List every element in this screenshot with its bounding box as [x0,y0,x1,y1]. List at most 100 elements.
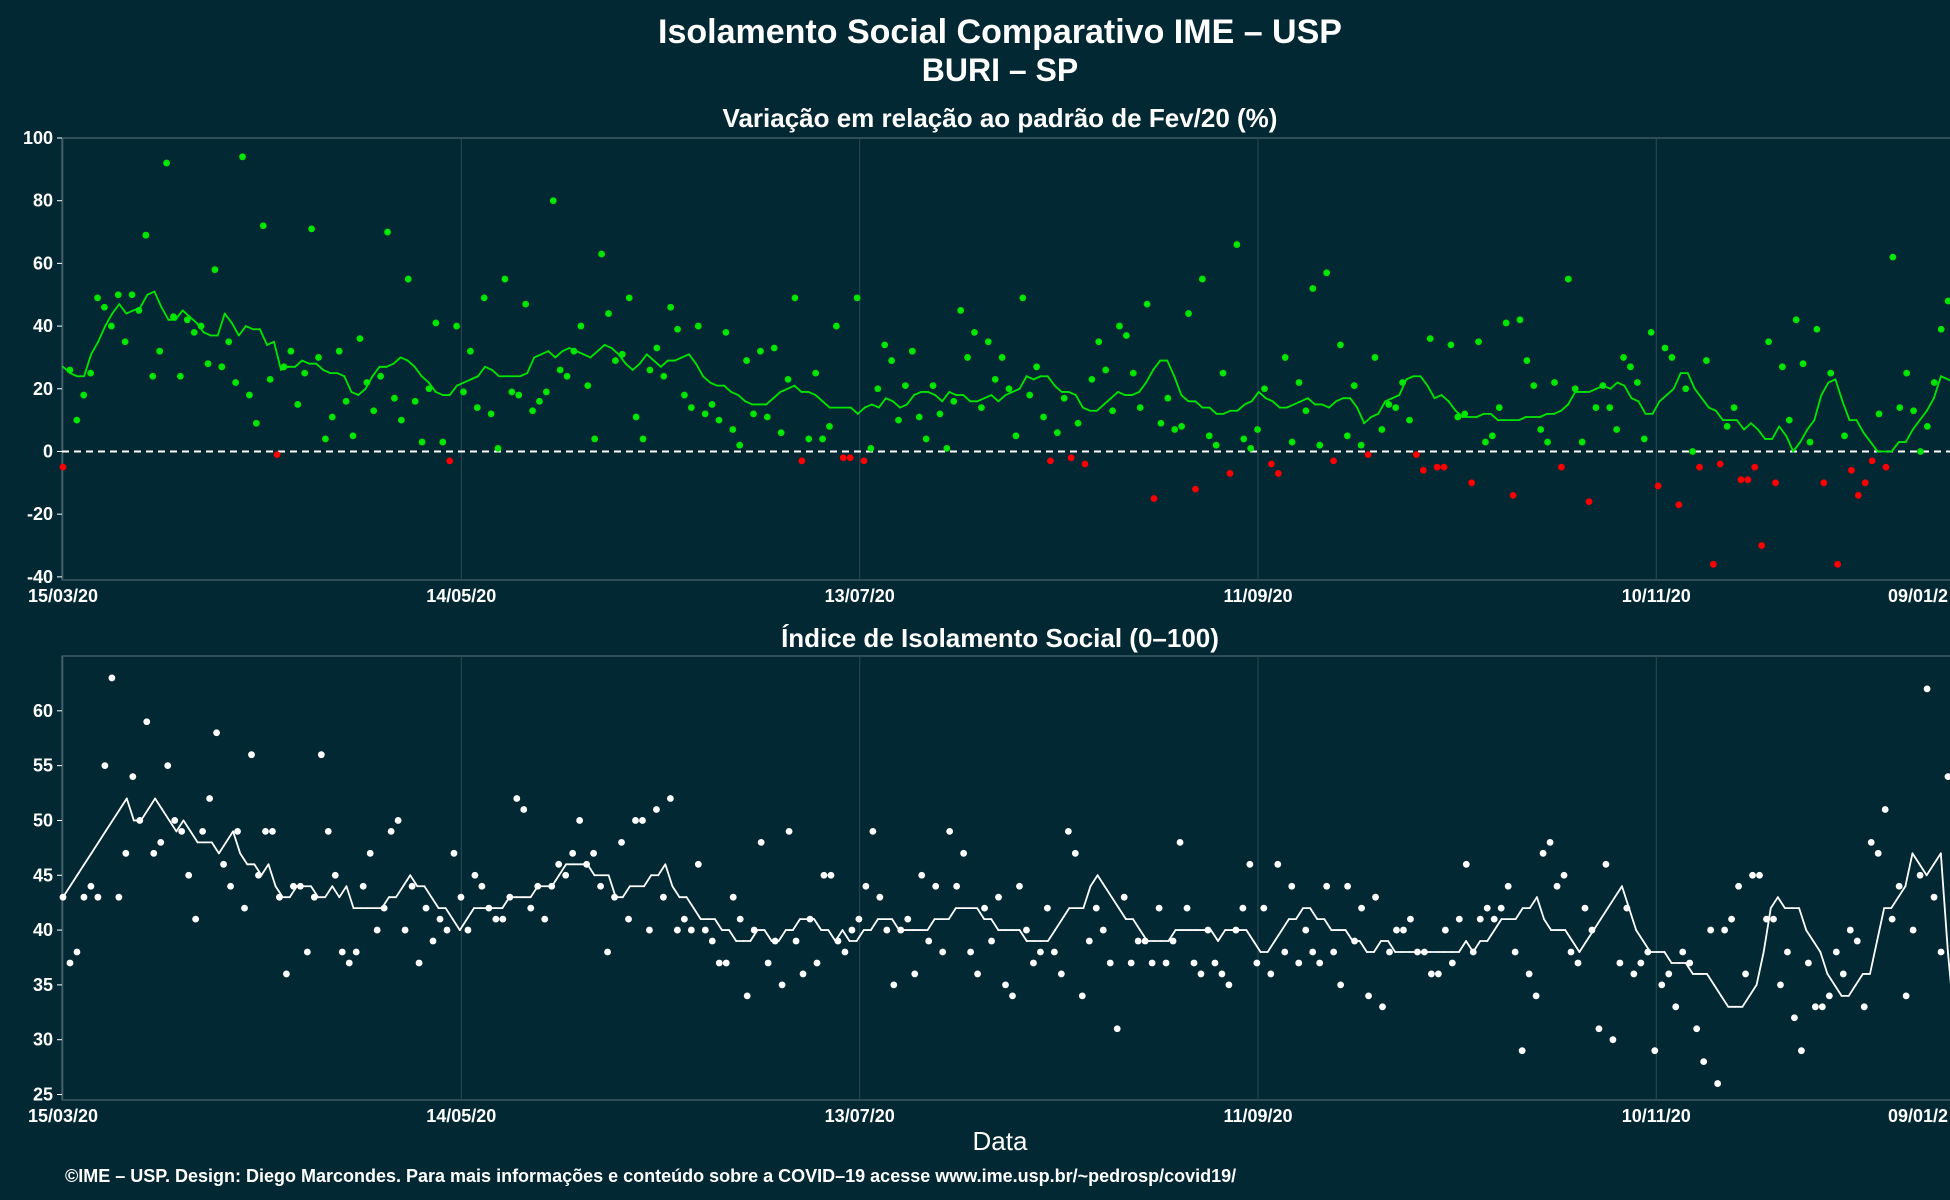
index-moving-average-segment [990,918,1000,931]
index-data-point [122,849,130,857]
variation-moving-average-segment [1152,359,1162,371]
variation-data-point [832,322,840,330]
index-moving-average-segment [1514,907,1524,921]
variation-data-point [239,153,246,161]
variation-data-point [1012,432,1020,440]
variation-data-point [425,385,433,393]
variation-data-point [750,410,757,418]
variation-moving-average-segment [455,381,465,387]
variation-data-point [1592,404,1600,411]
variation-data-point [1620,354,1627,361]
index-data-point [478,882,486,890]
index-data-point [953,882,961,890]
index-data-point [352,948,360,956]
index-data-point [415,959,423,967]
variation-moving-average-segment [645,353,655,362]
index-data-point [136,817,144,824]
variation-data-point [1910,407,1917,415]
variation-data-point [1088,375,1096,383]
index-data-point [1483,904,1491,912]
index-data-point [1567,948,1575,956]
variation-data-point [1233,241,1241,248]
variation-data-point [94,294,101,302]
index-x-tick-label: 09/01/2 [1888,1106,1948,1126]
index-data-point [869,828,877,835]
index-moving-average-segment [1663,951,1673,964]
variation-x-tick-label: 09/01/2 [1888,586,1948,606]
variation-data-point [653,344,661,352]
variation-moving-average-segment [1904,428,1914,443]
index-data-point [1770,915,1777,923]
variation-data-point [1198,275,1206,283]
variation-data-point [87,369,95,377]
index-moving-average-segment [1387,940,1397,953]
variation-data-point [777,429,785,437]
index-moving-average-segment [827,929,837,942]
x-axis-label: Data [973,1126,1028,1156]
variation-data-point [1744,476,1752,484]
variation-moving-average-segment [1560,403,1570,412]
index-moving-average-segment [1536,896,1545,921]
index-data-point [464,926,472,934]
index-moving-average-segment [1635,929,1645,942]
index-data-point [541,915,549,923]
variation-moving-average-segment [1489,412,1499,422]
index-moving-average-segment [664,863,674,888]
variation-moving-average-segment [1567,391,1577,406]
index-moving-average-segment [1741,994,1751,1008]
variation-data-point [922,435,930,443]
index-data-point [269,828,276,835]
variation-data-point [1765,338,1772,346]
chart-title-line1: Isolamento Social Comparativo IME – USP [658,13,1342,51]
variation-moving-average-segment [223,312,233,324]
variation-moving-average-segment [1757,428,1766,440]
variation-data-point [432,319,440,327]
variation-data-point [487,410,495,418]
variation-moving-average-segment [1328,400,1337,409]
variation-data-point [1917,448,1924,455]
variation-data-point [391,394,398,402]
index-data-point [1141,937,1149,945]
index-data-point [429,937,437,945]
index-y-tick-label: 30 [33,1030,53,1050]
variation-moving-average-segment [927,391,937,396]
index-data-point [87,882,95,890]
variation-data-point [660,372,668,380]
variation-moving-average-segment [1285,403,1295,409]
index-data-point [457,893,465,901]
variation-data-point [1005,385,1013,393]
variation-data-point [1171,426,1179,433]
variation-data-point [1254,426,1261,433]
variation-moving-average-segment [1180,394,1190,403]
index-data-point [1811,1003,1819,1011]
variation-moving-average-segment [1173,375,1183,396]
index-data-point [820,871,828,879]
index-moving-average-segment [338,885,348,899]
variation-moving-average-segment [695,362,704,378]
variation-data-point [1274,470,1282,477]
index-data-point [827,871,835,879]
index-data-point [1037,948,1044,956]
variation-data-point [1640,435,1648,443]
index-data-point [164,762,172,770]
variation-moving-average-segment [139,293,149,309]
index-moving-average-segment [147,797,157,811]
index-moving-average-segment [1245,929,1255,942]
variation-data-point [1337,341,1344,349]
variation-moving-average-segment [1307,397,1316,406]
index-data-point [729,893,737,901]
variation-moving-average-segment [1651,400,1661,415]
variation-moving-average-segment [1299,397,1309,403]
index-data-point [1050,948,1058,956]
variation-moving-average-segment [1131,391,1141,396]
index-moving-average-segment [1096,874,1106,888]
index-data-point [283,970,290,978]
variation-data-point [839,454,847,462]
index-moving-average-segment [947,907,957,921]
index-data-point [1016,882,1023,890]
index-y-tick-label: 60 [33,701,53,721]
variation-moving-average-segment [1672,372,1682,390]
index-moving-average-segment [1897,885,1907,899]
index-moving-average-segment [458,918,468,931]
variation-moving-average-segment [463,378,472,384]
